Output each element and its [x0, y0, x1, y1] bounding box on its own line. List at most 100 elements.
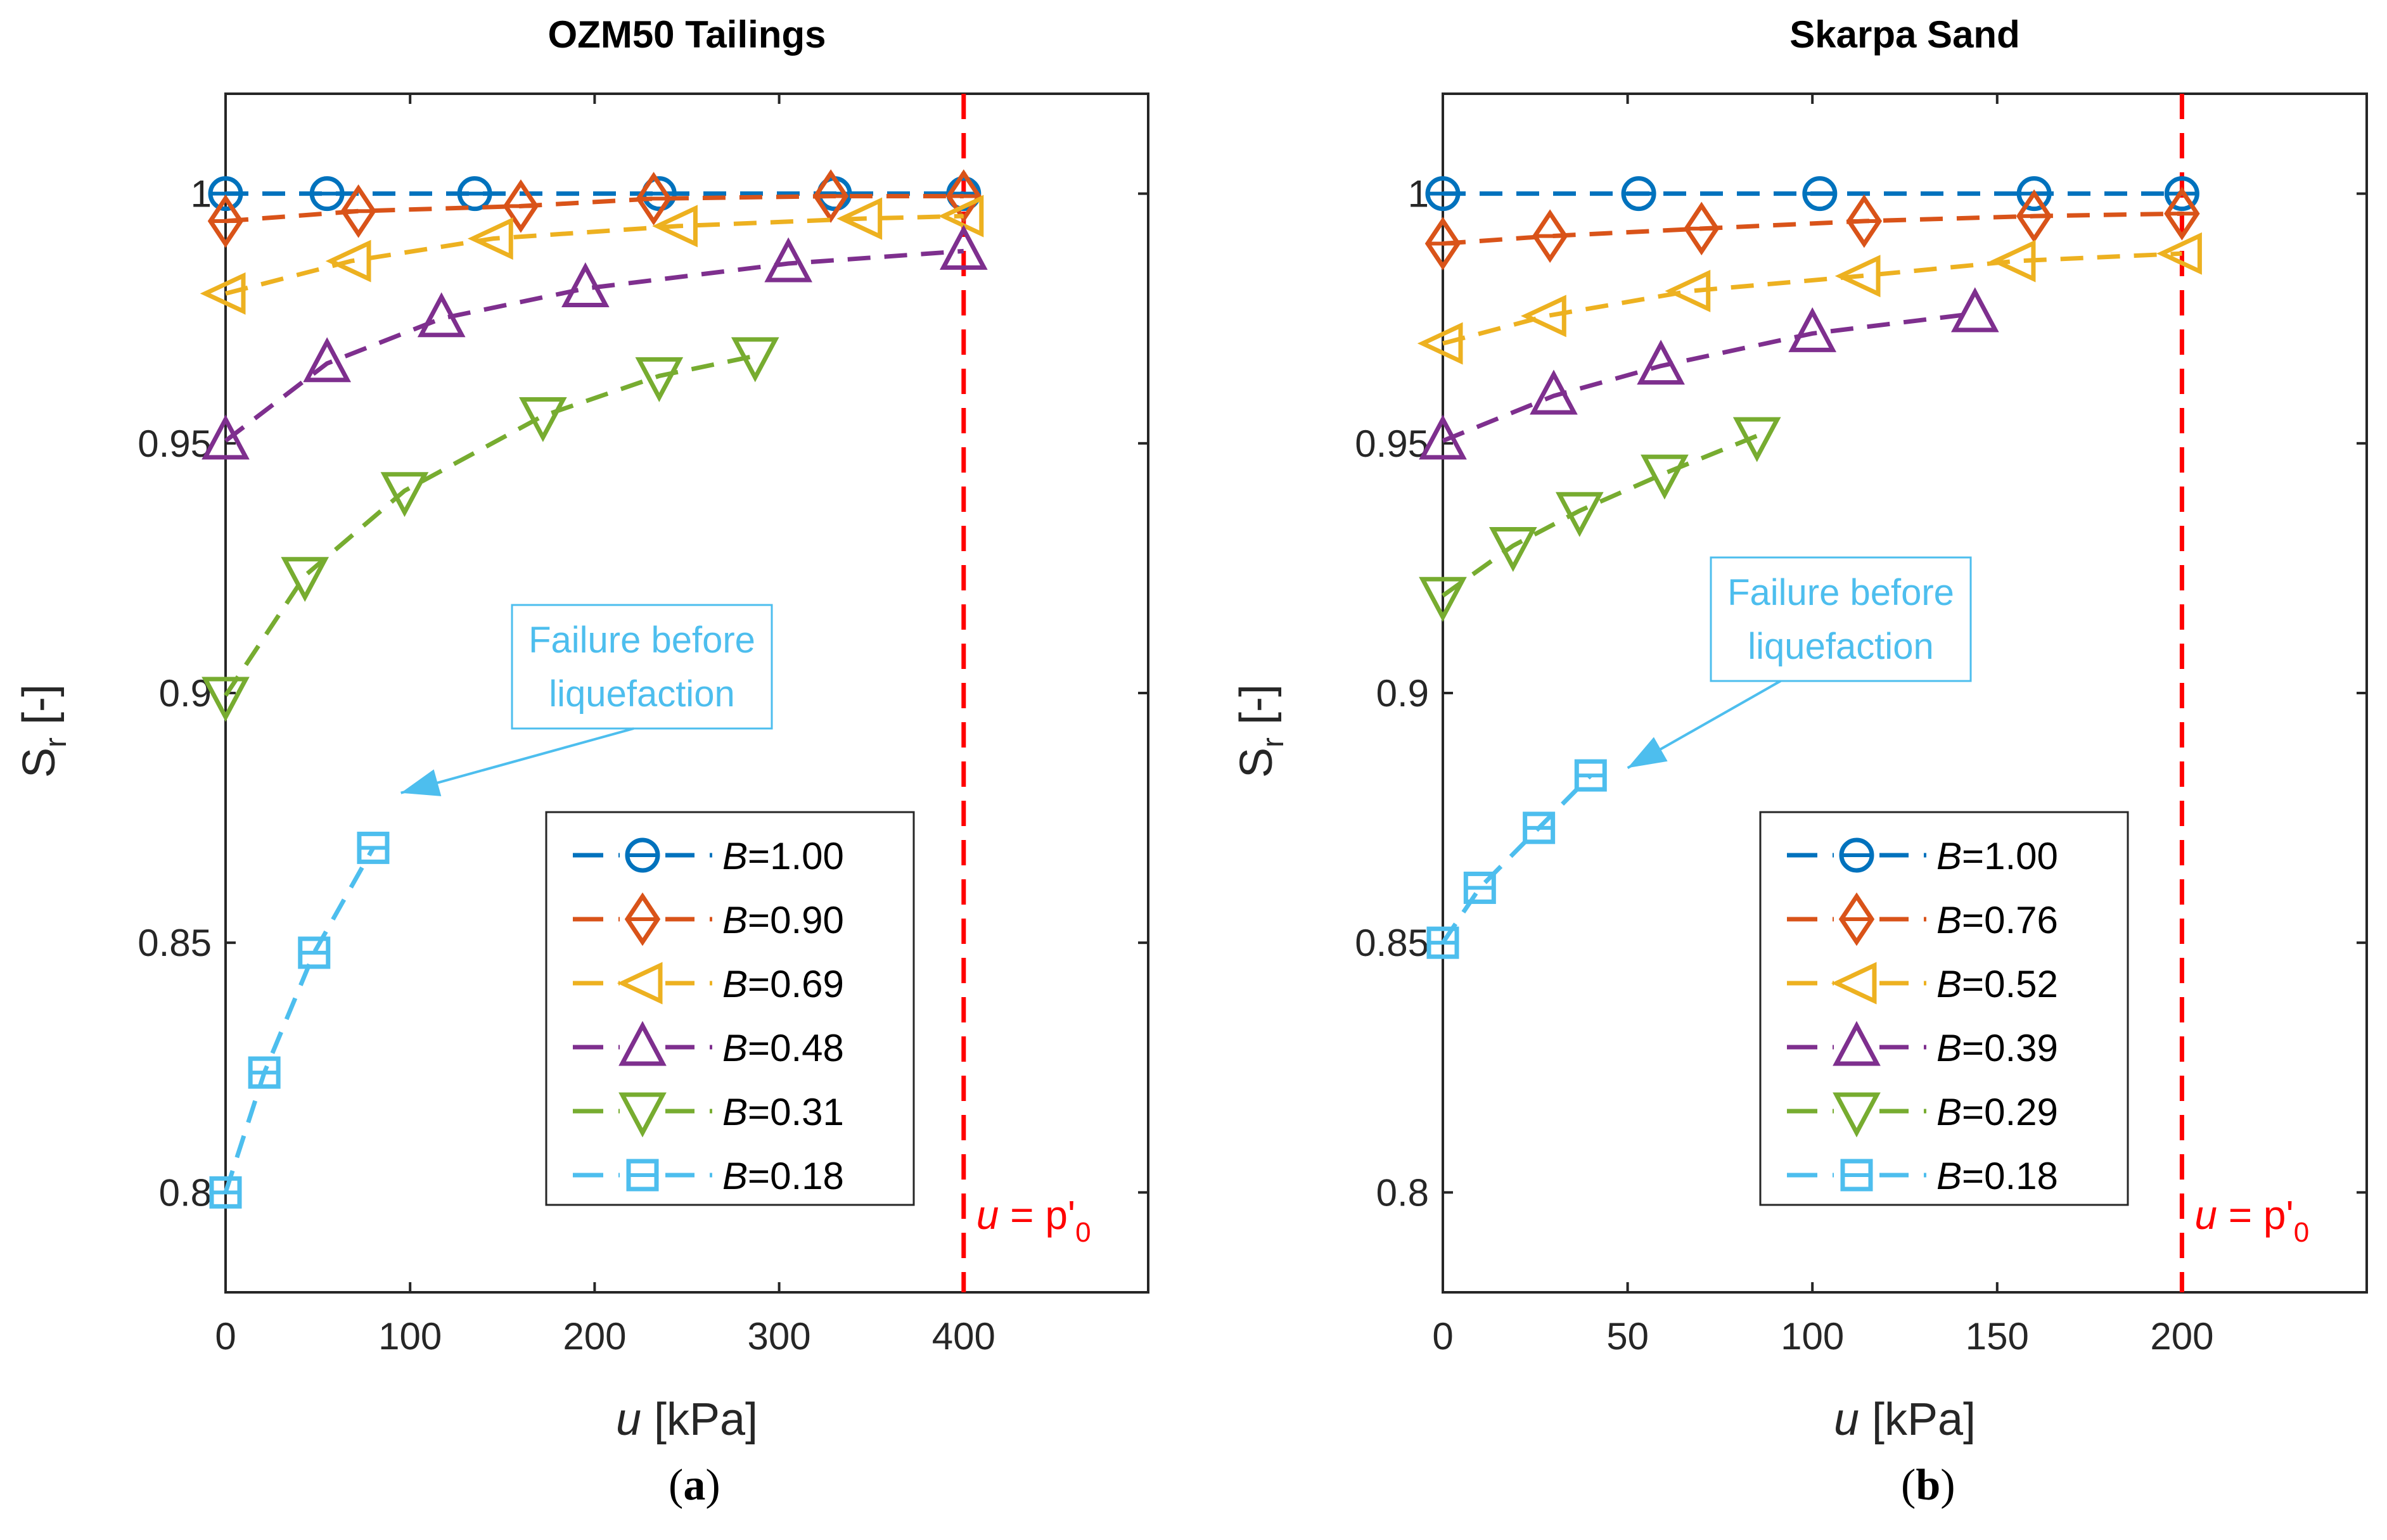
legend-label: B=0.48 — [722, 1027, 844, 1069]
annotation-text: liquefaction — [549, 673, 734, 715]
legend-label: B=0.52 — [1936, 963, 2058, 1005]
series-line — [1442, 251, 2182, 346]
chart-title: Skarpa Sand — [1789, 13, 2020, 56]
data-point — [812, 169, 849, 223]
data-point — [636, 172, 672, 226]
y-axis-label: Sr [-] — [1231, 684, 1290, 778]
data-point — [1990, 239, 2036, 283]
x-axis-label: u [kPa] — [616, 1394, 758, 1445]
panel-b: Skarpa Sand 0 50 100 150 200 0.8 0.85 0.9 0.95 1 u … — [1231, 13, 2368, 1445]
y-tick-label: 1 — [191, 173, 212, 215]
y-tick-label: 0.95 — [1355, 423, 1429, 465]
x-tick-label: 150 — [1966, 1315, 2029, 1358]
y-tick-label: 1 — [1408, 173, 1429, 215]
y-tick-label: 0.8 — [1376, 1171, 1429, 1214]
annotation-arrow-head — [1627, 737, 1668, 768]
legend-label: B=0.39 — [1936, 1027, 2058, 1069]
x-tick-label: 100 — [1781, 1315, 1844, 1358]
x-tick-label: 0 — [215, 1315, 236, 1358]
legend-label: B=0.76 — [1936, 899, 2058, 941]
legend-label: B=0.31 — [722, 1091, 844, 1133]
data-point — [1417, 322, 1463, 365]
data-point — [2164, 186, 2200, 241]
data-point — [635, 357, 684, 402]
data-point — [340, 184, 376, 238]
annotation-text: liquefaction — [1748, 626, 1933, 667]
data-point — [1637, 340, 1685, 385]
data-point — [938, 194, 984, 238]
data-point — [1530, 369, 1578, 415]
legend-entry: B=0.18 — [1787, 1150, 2058, 1200]
legend-entry: B=0.52 — [1787, 958, 2058, 1009]
series-B=0.29 — [1419, 417, 1781, 622]
legend-entry: B=1.00 — [1787, 830, 2058, 881]
data-point — [945, 169, 982, 223]
legend-entry: B=1.00 — [573, 830, 844, 881]
legend-label: B=1.00 — [1936, 835, 2058, 877]
data-point — [417, 292, 466, 338]
reference-line-label: u = p'0 — [976, 1192, 1091, 1248]
panel-a: OZM50 Tailings 0 100 200 300 400 0.8 0.85 0.9 0.9… — [14, 13, 1149, 1445]
series-line — [1442, 311, 1976, 443]
data-point — [467, 217, 513, 260]
legend-label: B=0.90 — [722, 899, 844, 941]
data-point — [325, 239, 371, 283]
legend-entry: B=0.69 — [573, 958, 844, 1009]
legend-box — [545, 811, 915, 1206]
data-point — [1424, 217, 1461, 270]
data-point — [303, 337, 351, 383]
y-tick-label: 0.8 — [159, 1171, 212, 1214]
series-line — [1442, 211, 2182, 246]
data-point — [1788, 307, 1837, 352]
legend-entry: B=0.31 — [573, 1086, 844, 1138]
x-tick-label: 50 — [1606, 1315, 1649, 1358]
annotation-arrow-head — [400, 769, 442, 796]
legend-marker — [624, 892, 661, 946]
series-B=0.18 — [209, 831, 390, 1209]
data-point — [1834, 255, 1881, 298]
data-point — [1521, 295, 1566, 338]
x-tick-label: 300 — [748, 1315, 811, 1358]
legend-label: B=0.18 — [722, 1155, 844, 1197]
data-point — [2016, 189, 2052, 243]
data-point — [561, 262, 610, 307]
series-line — [225, 194, 964, 224]
legend-marker — [617, 962, 663, 1005]
series-B=0.18 — [1426, 759, 1607, 959]
legend-marker — [1833, 1021, 1881, 1066]
data-point — [202, 414, 250, 460]
legend-marker — [1831, 962, 1877, 1005]
annotation-failure: Failure before liquefaction — [400, 604, 773, 796]
series-line — [1441, 433, 1758, 598]
legend-entry: B=0.90 — [573, 892, 844, 946]
data-point — [207, 194, 244, 248]
series-line — [224, 248, 964, 443]
x-tick-label: 200 — [2150, 1315, 2213, 1358]
legend-label: B=0.18 — [1936, 1155, 2058, 1197]
legend-marker — [1833, 1092, 1881, 1138]
x-tick-label: 400 — [932, 1315, 995, 1358]
legend-entry: B=0.18 — [573, 1150, 844, 1200]
x-tick-label: 0 — [1432, 1315, 1453, 1358]
y-tick-label: 0.95 — [138, 423, 212, 465]
y-axis-label: Sr [-] — [14, 684, 73, 778]
series-B=0.31 — [202, 337, 779, 722]
legend-marker — [1838, 892, 1875, 946]
data-point — [1532, 209, 1568, 263]
y-tick-label: 0.85 — [138, 922, 212, 964]
legend: B=1.00 B=0.76 B=0.52 B=0.39 B=0.29 B=0.18 — [1759, 811, 2129, 1206]
annotation-text: Failure before — [1727, 572, 1954, 613]
series-B=0.52 — [1417, 232, 2202, 365]
data-point — [2156, 232, 2202, 275]
series-B=1.00 — [208, 176, 982, 212]
annotation-text: Failure before — [528, 620, 755, 661]
data-point — [1641, 454, 1689, 500]
data-point — [1665, 269, 1711, 312]
series-line — [1441, 773, 1592, 945]
data-point — [200, 272, 246, 315]
legend-entry: B=0.76 — [1787, 892, 2058, 946]
data-point — [652, 205, 698, 248]
y-tick-label: 0.85 — [1355, 922, 1429, 964]
annotation-box — [511, 604, 773, 730]
